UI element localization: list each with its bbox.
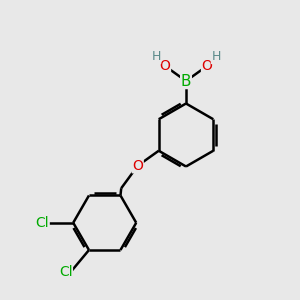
Text: H: H — [211, 50, 221, 64]
Text: O: O — [202, 59, 212, 73]
Text: B: B — [181, 74, 191, 88]
Text: O: O — [132, 159, 143, 173]
Text: Cl: Cl — [59, 265, 72, 279]
Text: O: O — [160, 59, 170, 73]
Text: H: H — [151, 50, 161, 64]
Text: Cl: Cl — [35, 216, 49, 230]
